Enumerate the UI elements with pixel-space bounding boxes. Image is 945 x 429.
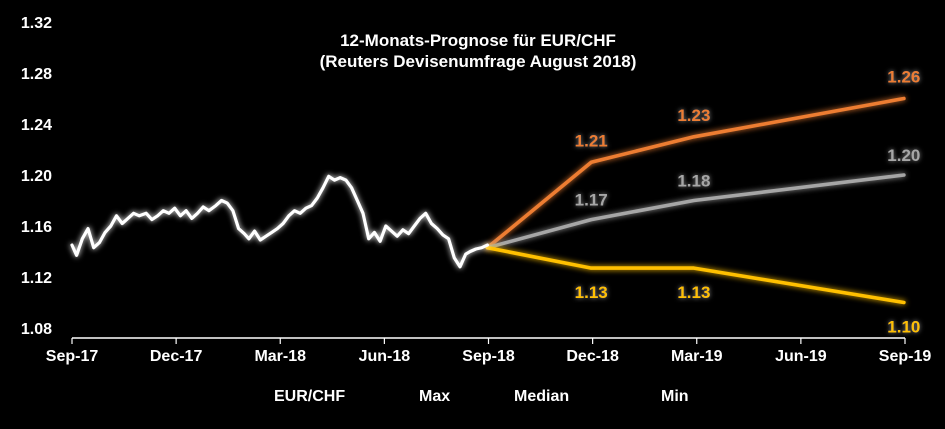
x-tick-label: Sep-17 [46, 348, 99, 365]
series-line-max [485, 96, 906, 250]
y-tick-label: 1.28 [21, 66, 52, 83]
data-labels: 1.21 1.23 1.26 1.17 1.18 1.20 1.13 1.13 1.10 [575, 68, 921, 337]
y-tick-label: 1.20 [21, 168, 52, 185]
x-tick-label: Jun-19 [775, 348, 827, 365]
legend-label-eur-chf: EUR/CHF [274, 388, 345, 405]
chart-title: 12-Monats-Prognose für EUR/CHF [340, 31, 616, 50]
y-axis: 1.32 1.28 1.24 1.20 1.16 1.12 1.08 [21, 15, 52, 338]
x-tick-label: Sep-19 [879, 348, 932, 365]
x-tick-label: Dec-17 [150, 348, 203, 365]
x-tick-label: Jun-18 [359, 348, 411, 365]
data-label: 1.23 [677, 106, 710, 125]
y-tick-label: 1.24 [21, 117, 52, 134]
data-label: 1.10 [887, 318, 920, 337]
data-label: 1.17 [575, 191, 608, 210]
chart-subtitle: (Reuters Devisenumfrage August 2018) [320, 52, 637, 71]
legend-label-max: Max [419, 388, 450, 405]
y-tick-label: 1.12 [21, 270, 52, 287]
x-tick-label: Mar-19 [671, 348, 723, 365]
legend-label-median: Median [514, 388, 569, 405]
x-tick-label: Mar-18 [254, 348, 306, 365]
series-line-median [485, 173, 906, 250]
series-layer [70, 96, 906, 305]
x-axis: Sep-17 Dec-17 Mar-18 Jun-18 Sep-18 Dec-18 Mar-… [46, 338, 932, 365]
legend: EUR/CHF Max Median Min [230, 388, 689, 405]
data-label: 1.18 [677, 172, 710, 191]
legend-label-min: Min [661, 388, 689, 405]
y-tick-label: 1.08 [21, 321, 52, 338]
data-label: 1.20 [887, 146, 920, 165]
series-line-eur-chf [70, 174, 489, 269]
x-tick-label: Sep-18 [462, 348, 515, 365]
series-line-min [485, 245, 906, 305]
data-label: 1.13 [677, 283, 710, 302]
y-tick-label: 1.32 [21, 15, 52, 32]
data-label: 1.21 [575, 131, 608, 150]
x-tick-label: Dec-18 [566, 348, 619, 365]
data-label: 1.26 [887, 68, 920, 87]
y-tick-label: 1.16 [21, 219, 52, 236]
data-label: 1.13 [575, 283, 608, 302]
